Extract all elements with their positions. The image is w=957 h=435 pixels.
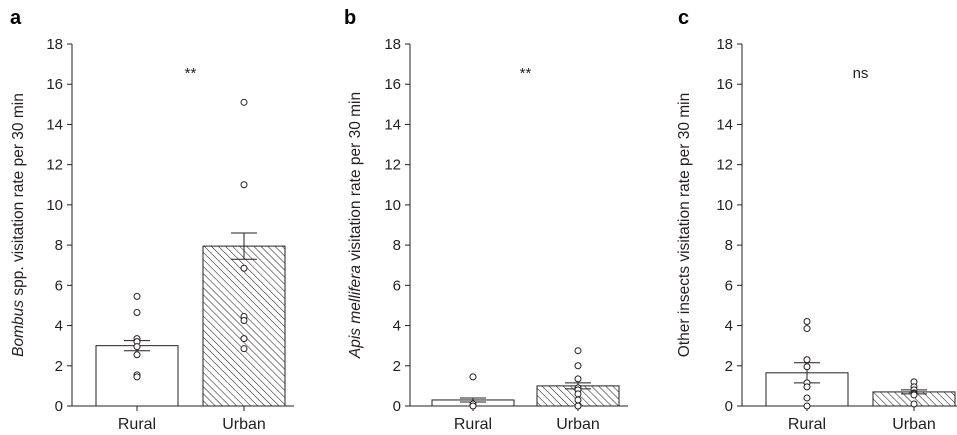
data-point: [574, 390, 582, 398]
y-tick-label: 6: [725, 277, 733, 294]
y-tick-label: 14: [384, 116, 401, 133]
data-point: [240, 345, 248, 353]
data-point: [803, 394, 811, 402]
y-tick-label: 10: [716, 197, 733, 214]
y-tick-label: 6: [393, 277, 401, 294]
data-point: [133, 292, 141, 300]
y-tick-label: 10: [46, 197, 63, 214]
y-tick-label: 18: [384, 36, 401, 53]
data-point: [469, 373, 477, 381]
data-point: [574, 402, 582, 410]
data-point: [240, 335, 248, 343]
y-tick-label: 0: [393, 398, 401, 415]
data-point: [574, 396, 582, 404]
y-tick-label: 12: [716, 157, 733, 174]
data-point: [240, 317, 248, 325]
data-point: [803, 318, 811, 326]
data-point: [574, 362, 582, 370]
panel-letter: b: [344, 7, 356, 29]
data-point: [803, 402, 811, 410]
y-tick-label: 16: [384, 76, 401, 93]
category-label: Urban: [222, 416, 266, 433]
data-point: [133, 351, 141, 359]
y-tick-label: 2: [393, 358, 401, 375]
significance-label: **: [520, 65, 532, 82]
panel-letter: c: [678, 7, 689, 29]
data-point: [133, 373, 141, 381]
y-tick-label: 14: [716, 116, 733, 133]
y-tick-label: 2: [55, 358, 63, 375]
data-point: [469, 402, 477, 410]
y-tick-label: 16: [716, 76, 733, 93]
y-tick-label: 12: [46, 157, 63, 174]
data-point: [803, 383, 811, 391]
panel-b: b 0 2 4 6 8 10 12 14 16 18 Apis mellifera visitatio…: [344, 7, 628, 433]
data-point: [574, 375, 582, 383]
y-tick-label: 0: [55, 398, 63, 415]
y-tick-label: 4: [55, 318, 63, 335]
bar-urban: [202, 245, 286, 407]
data-point: [240, 264, 248, 272]
y-tick-label: 8: [393, 237, 401, 254]
data-point: [240, 98, 248, 106]
data-point: [910, 400, 918, 408]
data-point: [133, 308, 141, 316]
y-tick-label: 0: [725, 398, 733, 415]
y-axis-label: Apis mellifera visitation rate per 30 mi…: [347, 92, 364, 359]
y-tick-label: 8: [55, 237, 63, 254]
data-point: [574, 347, 582, 355]
category-label: Rural: [454, 416, 492, 433]
data-point: [133, 343, 141, 351]
category-label: Urban: [556, 416, 600, 433]
y-axis-label: Other insects visitation rate per 30 min: [676, 93, 693, 357]
significance-label: **: [185, 65, 197, 82]
y-tick-label: 18: [46, 36, 63, 53]
panel-letter: a: [10, 7, 22, 29]
data-point: [240, 181, 248, 189]
data-point: [803, 363, 811, 371]
y-tick-label: 18: [716, 36, 733, 53]
y-axis-label: Bombus spp. visitation rate per 30 min: [10, 93, 27, 357]
y-tick-label: 8: [725, 237, 733, 254]
category-label: Rural: [118, 416, 156, 433]
y-tick-label: 12: [384, 157, 401, 174]
panel-a: a 0 2 4 6 8 10 12 14 16 18 Bombus spp. visitation r…: [10, 7, 294, 433]
panel-c: c 0 2 4 6 8 10 12 14 16 18 Other insects visitation…: [676, 7, 957, 433]
category-label: Rural: [788, 416, 826, 433]
y-tick-label: 4: [393, 318, 401, 335]
y-tick-label: 6: [55, 277, 63, 294]
data-point: [803, 356, 811, 364]
category-label: Urban: [892, 416, 936, 433]
significance-label: ns: [853, 65, 869, 82]
data-point: [910, 391, 918, 399]
y-tick-label: 16: [46, 76, 63, 93]
y-tick-label: 10: [384, 197, 401, 214]
y-tick-label: 4: [725, 318, 733, 335]
y-tick-label: 14: [46, 116, 63, 133]
data-point: [803, 325, 811, 333]
y-tick-label: 2: [725, 358, 733, 375]
